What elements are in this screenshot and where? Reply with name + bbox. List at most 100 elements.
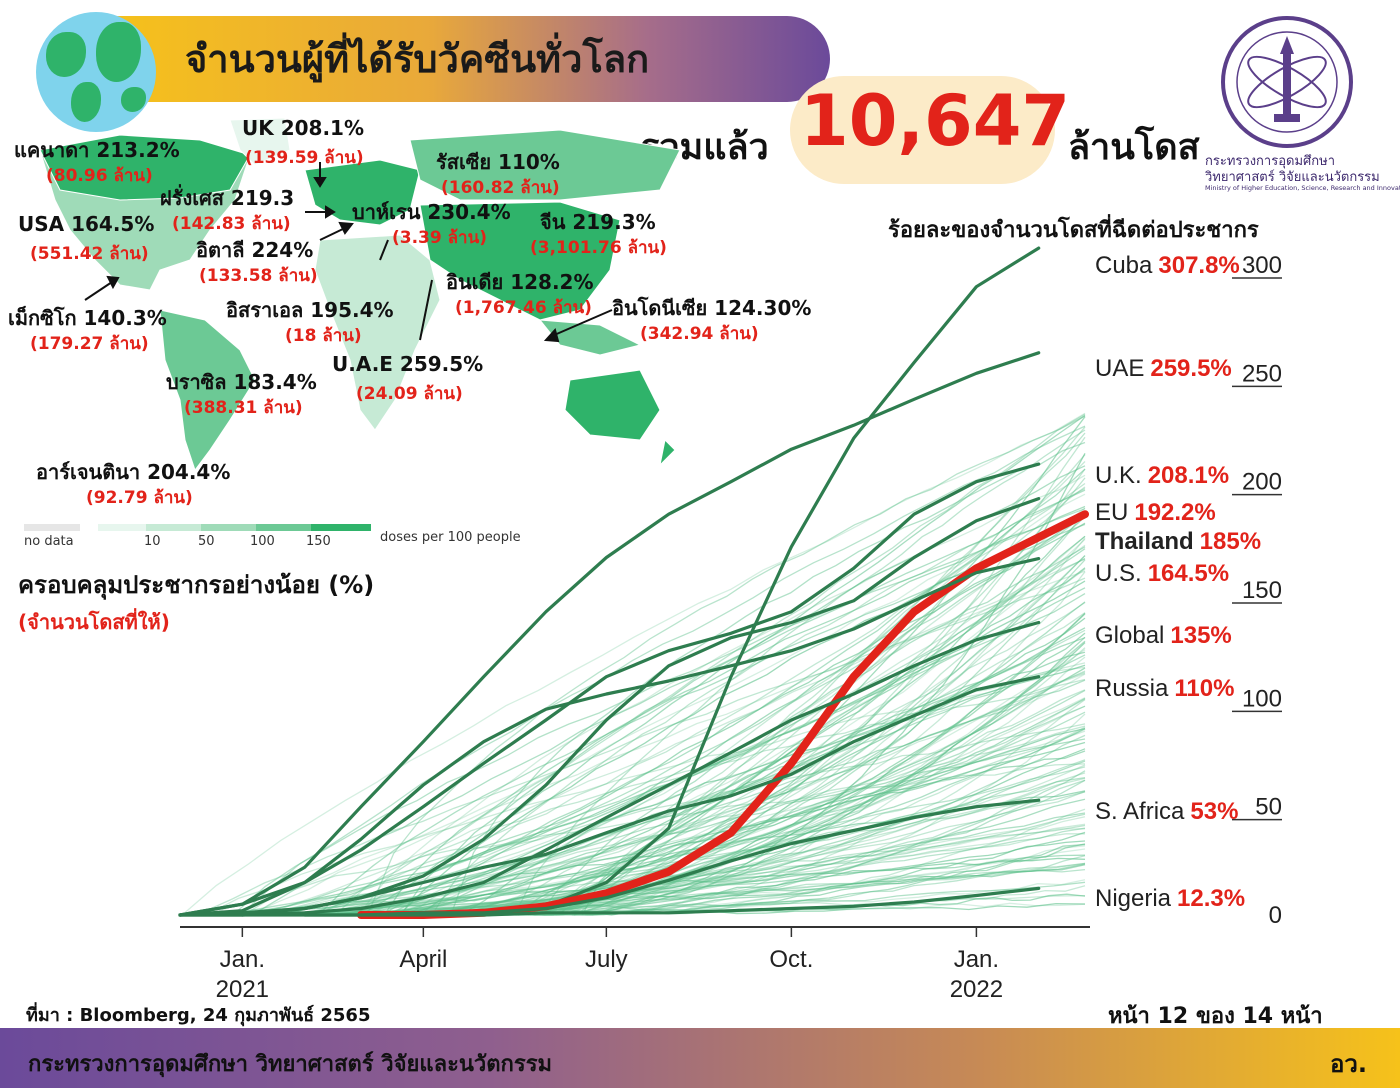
background-country-line [354,723,1086,916]
background-country-line [232,629,1086,916]
background-country-line [248,570,1086,916]
legend-swatch-1 [98,524,146,531]
country-label-uae: U.A.E 259.5% [332,352,484,376]
series-line-global [178,620,1041,917]
background-country-line [410,637,1086,916]
background-country-line [431,488,1086,915]
y-tick-label: 50 [1255,794,1282,821]
background-country-line [517,452,1086,916]
map-greenland [229,117,291,166]
background-country-line [341,857,1086,916]
series-line-s-africa [303,798,1041,917]
coverage-subtitle: (จำนวนโดสที่ให้) [18,610,170,634]
series-name-label: Cuba [1095,252,1153,279]
series-name-label: U.K. [1095,462,1142,489]
background-country-line [573,697,1086,916]
background-country-line [237,538,1086,916]
country-doses-uae: (24.09 ล้าน) [356,384,463,404]
country-doses-bahrain: (3.39 ล้าน) [392,228,487,248]
country-doses-uk: (139.59 ล้าน) [245,148,364,168]
source-note: ที่มา : Bloomberg, 24 กุมภาพันธ์ 2565 [26,1005,371,1026]
country-label-mexico: เม็กซิโก 140.3% [8,306,167,330]
background-country-line [295,725,1086,916]
background-country-line [408,662,1086,916]
background-country-line [450,426,1086,915]
series-line-russia [178,675,1041,917]
background-country-line [535,845,1086,916]
series-labels: Cuba 307.8% UAE 259.5% U.K. 208.1% EU 192.2%Tha… [1095,252,1261,912]
country-doses-russia: (160.82 ล้าน) [441,178,560,198]
legend-tick-50: 50 [198,534,215,549]
background-country-line [326,777,1086,916]
map-russia [409,129,681,201]
highlighted-series-lines [178,246,1089,919]
page-number: หน้า 12 ของ 14 หน้า [1108,1004,1323,1029]
series-name-label: S. Africa [1095,798,1185,825]
y-tick-label: 150 [1242,577,1282,604]
series-value-label: 135% [1170,622,1231,649]
y-tick-label: 200 [1242,469,1282,496]
y-tick-label: 0 [1269,902,1282,929]
series-name-label: Nigeria [1095,885,1172,912]
y-tick-label: 300 [1242,252,1282,279]
background-country-line [253,489,1086,915]
background-country-line [355,828,1086,915]
background-country-line [441,697,1086,916]
background-country-line [527,617,1086,916]
globe-icon [36,12,156,132]
logo-text-english: Ministry of Higher Education, Science, R… [1205,184,1400,192]
country-label-france: ฝรั่งเศส 219.3 [160,186,295,210]
legend-tick-10: 10 [144,534,161,549]
country-doses-indonesia: (342.94 ล้าน) [640,324,759,344]
background-country-line [359,474,1086,914]
country-label-argentina: อาร์เจนตินา 204.4% [36,460,231,484]
background-country-line [419,664,1086,916]
map-africa [314,234,441,431]
x-tick-label: April [399,946,447,973]
background-country-line [239,425,1086,916]
legend-unit: doses per 100 people [380,530,521,545]
country-label-canada: แคนาดา 213.2% [14,138,180,162]
background-country-line [380,522,1086,916]
series-line-nigeria [359,886,1041,917]
series-value-label: 110% [1174,675,1234,702]
series-value-label: 307.8% [1158,252,1239,279]
country-doses-italy: (133.58 ล้าน) [199,266,318,286]
series-name-label: EU [1095,499,1128,526]
legend-tick-150: 150 [306,534,331,549]
logo-text-line2: วิทยาศาสตร์ วิจัยและนวัตกรรม [1205,170,1380,185]
background-country-line [350,555,1086,916]
legend-swatch-5 [311,524,371,531]
country-label-israel: อิสราเอล 195.4% [226,298,394,322]
map-europe [304,159,421,226]
footer-bar [0,1028,1400,1088]
x-tick-label: Oct. [769,946,813,973]
background-country-line [378,649,1086,916]
footer-abbreviation: อว. [1330,1050,1368,1078]
background-country-line [183,412,1086,914]
y-axis: 0 50 100 150 200 250 300 [1232,252,1282,929]
ministry-logo [1221,16,1353,148]
series-name-label: UAE [1095,355,1144,382]
background-country-line [515,454,1086,915]
background-country-line [457,734,1086,916]
y-tick-label: 250 [1242,360,1282,387]
background-country-line [359,671,1086,916]
country-label-italy: อิตาลี 224% [196,238,314,262]
legend-no-data: no data [24,534,74,549]
series-name-label: Russia [1095,675,1169,702]
series-line-uae [178,351,1041,917]
x-axis: Jan. 2021 April July Oct. Jan. 2022 [180,926,1090,1003]
series-value-label: 208.1% [1148,462,1229,489]
map-new-zealand [659,438,676,467]
total-highlight [790,76,1055,184]
background-country-line [550,833,1085,915]
background-country-line [206,493,1086,916]
x-tick-label: Jan. [954,946,999,973]
series-name-label: U.S. [1095,560,1142,587]
series-line-u-k- [178,462,1041,917]
coverage-title: ครอบคลุมประชากรอย่างน้อย (%) [18,571,375,599]
country-label-uk: UK 208.1% [242,116,365,140]
series-value-label: 12.3% [1177,885,1245,912]
